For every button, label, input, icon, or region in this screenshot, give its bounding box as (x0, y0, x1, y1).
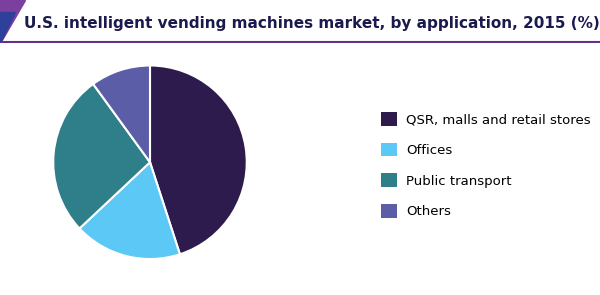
Polygon shape (0, 12, 15, 43)
Text: U.S. intelligent vending machines market, by application, 2015 (%): U.S. intelligent vending machines market… (24, 16, 600, 31)
Wedge shape (93, 65, 150, 162)
Wedge shape (150, 65, 247, 254)
Wedge shape (53, 84, 150, 229)
Wedge shape (79, 162, 180, 259)
Legend: QSR, malls and retail stores, Offices, Public transport, Others: QSR, malls and retail stores, Offices, P… (382, 112, 591, 218)
Polygon shape (0, 0, 25, 43)
